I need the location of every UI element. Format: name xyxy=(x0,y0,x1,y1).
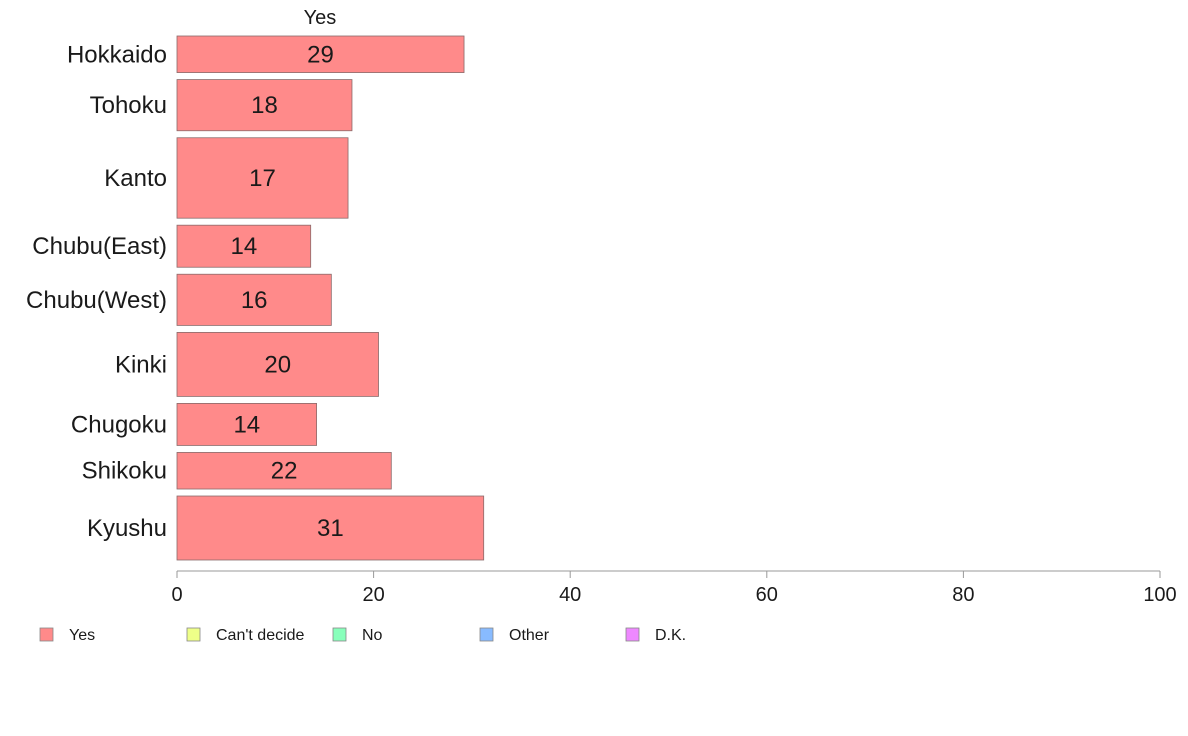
category-label: Shikoku xyxy=(82,458,167,485)
bar-yes-5 xyxy=(176,332,379,397)
legend-label: Other xyxy=(509,627,550,644)
bar-value-label: 29 xyxy=(307,41,334,68)
legend-swatch xyxy=(625,627,640,642)
bar-value-label: 22 xyxy=(271,458,298,485)
legend-label: D.K. xyxy=(655,627,686,644)
x-tick-label: 80 xyxy=(952,584,974,606)
legend-swatch xyxy=(186,627,201,642)
bar-value-label: 16 xyxy=(241,287,268,314)
x-tick-label: 0 xyxy=(171,584,182,606)
series-header: Yes xyxy=(304,7,337,29)
category-label: Tohoku xyxy=(90,92,167,119)
bar-yes-8 xyxy=(176,495,485,561)
category-label: Hokkaido xyxy=(67,41,167,68)
bars-group: 29 18 17 14 16 20 14 22 31 xyxy=(176,35,485,561)
bar-yes-3 xyxy=(176,224,312,268)
x-axis: 0 20 40 60 80 100 xyxy=(171,570,1177,606)
bar-value-label: 20 xyxy=(264,351,291,378)
bar-value-label: 17 xyxy=(249,165,276,192)
bar-yes-1 xyxy=(176,79,353,132)
category-label: Chugoku xyxy=(71,411,167,438)
legend-swatch xyxy=(479,627,494,642)
category-label: Kyushu xyxy=(87,515,167,542)
bar-yes-6 xyxy=(176,403,317,446)
category-label: Kinki xyxy=(115,351,167,378)
bar-yes-2 xyxy=(176,137,349,219)
x-tick-label: 100 xyxy=(1143,584,1176,606)
x-tick-label: 60 xyxy=(756,584,778,606)
bar-value-label: 31 xyxy=(317,515,344,542)
bar-yes-0 xyxy=(176,35,465,73)
legend-swatch xyxy=(332,627,347,642)
category-label: Kanto xyxy=(104,165,167,192)
legend-label: Yes xyxy=(69,627,95,644)
legend-swatch xyxy=(39,627,54,642)
category-label: Chubu(East) xyxy=(32,233,167,260)
x-tick-label: 40 xyxy=(559,584,581,606)
legend: Yes Can't decide No Other D.K. xyxy=(39,627,686,644)
bar-yes-7 xyxy=(176,452,392,490)
bar-yes-4 xyxy=(176,273,332,326)
legend-label: Can't decide xyxy=(216,627,305,644)
bar-value-label: 18 xyxy=(251,92,278,119)
category-label: Chubu(West) xyxy=(26,287,167,314)
bar-value-label: 14 xyxy=(233,411,260,438)
bar-value-label: 14 xyxy=(230,233,257,260)
x-tick-label: 20 xyxy=(362,584,384,606)
category-labels: Hokkaido Tohoku Kanto Chubu(East) Chubu(West… xyxy=(26,41,167,542)
legend-label: No xyxy=(362,627,383,644)
